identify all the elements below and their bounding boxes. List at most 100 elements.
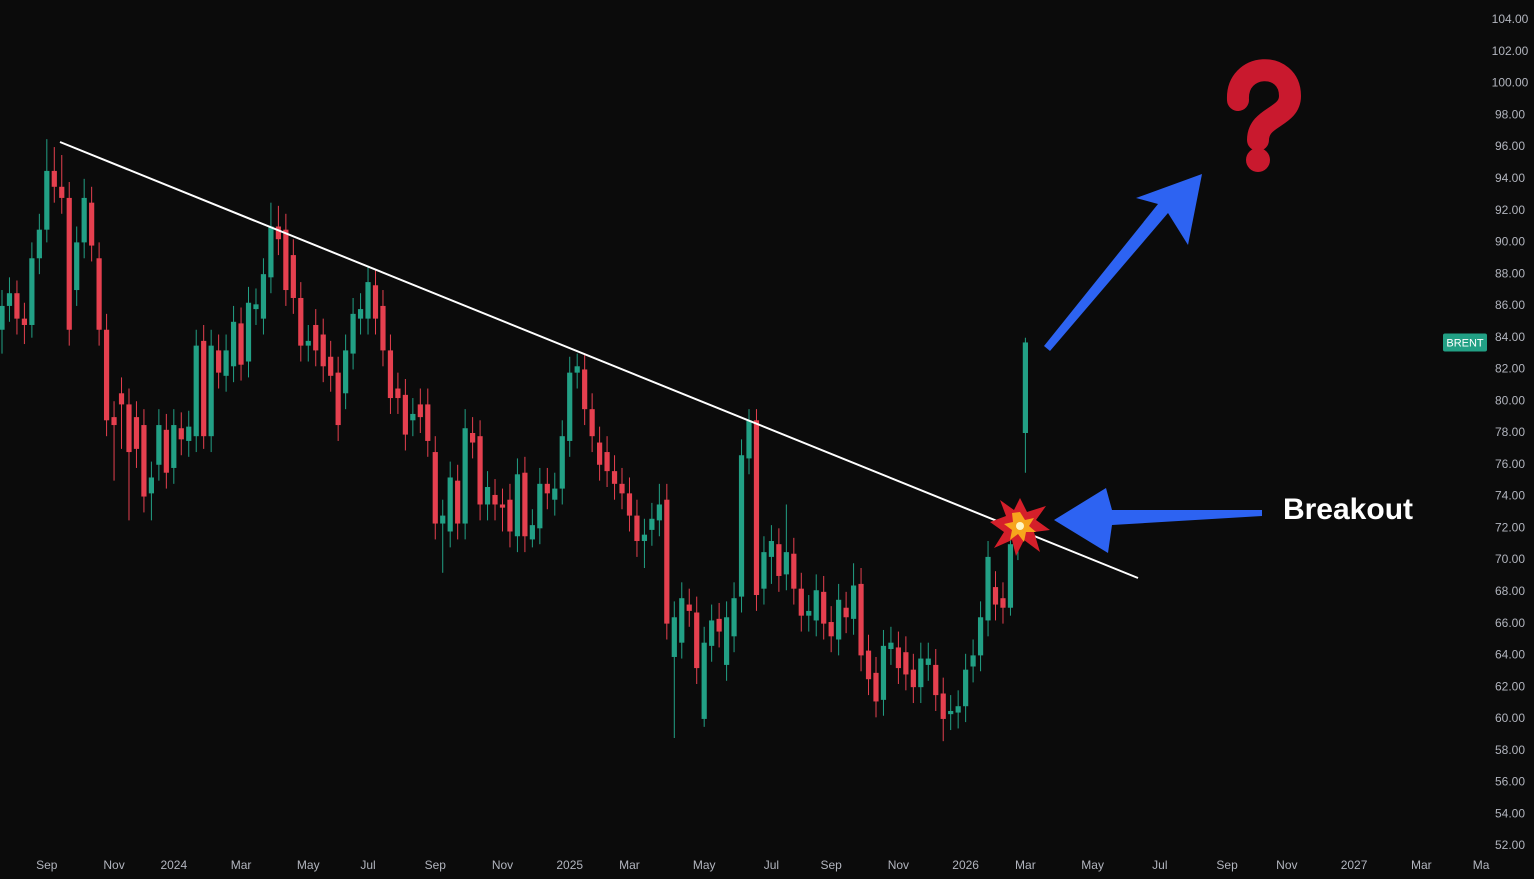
candle-body: [387, 350, 394, 399]
candle-body: [133, 417, 140, 449]
y-tick-label: 92.00: [1495, 203, 1525, 217]
price-label-box: [1443, 333, 1487, 352]
arrow-shape: [1044, 174, 1202, 351]
candle-body: [865, 650, 872, 680]
candle-body: [768, 541, 775, 557]
candle-body: [836, 599, 842, 640]
candle-body: [955, 706, 961, 713]
candle-body: [611, 471, 618, 484]
x-tick-label: May: [1081, 858, 1104, 872]
candle-body: [447, 477, 453, 532]
x-tick-label: Nov: [1276, 858, 1297, 872]
candle-body: [283, 229, 289, 291]
question-icon: [1227, 59, 1302, 172]
y-tick-label: 94.00: [1495, 171, 1525, 185]
x-tick-label: Jul: [764, 858, 779, 872]
candle-body: [977, 617, 984, 656]
y-tick-label: 60.00: [1495, 711, 1525, 725]
candle-body: [910, 669, 916, 688]
candle-body: [216, 350, 222, 373]
candle-body: [470, 433, 476, 443]
candle-body: [298, 297, 304, 346]
candle-body: [992, 587, 999, 605]
y-tick-label: 64.00: [1495, 648, 1525, 662]
candle-body: [963, 669, 969, 707]
y-tick-label: 72.00: [1495, 520, 1525, 534]
y-tick-label: 62.00: [1495, 679, 1525, 693]
x-tick-label: 2026: [952, 858, 979, 872]
candle-body: [238, 323, 244, 365]
candle-body: [432, 452, 438, 524]
candle-body: [903, 652, 909, 675]
candle-body: [0, 305, 5, 330]
y-tick-label: 76.00: [1495, 457, 1525, 471]
annotation: Breakout: [1283, 493, 1413, 526]
y-tick-label: 52.00: [1495, 838, 1525, 852]
candle-body: [597, 442, 603, 465]
candle-body: [664, 499, 670, 624]
x-tick-label: Ma: [1473, 858, 1490, 872]
candle-body: [499, 504, 506, 508]
x-tick-label: Nov: [888, 858, 909, 872]
candle-body: [828, 622, 834, 637]
y-tick-label: 68.00: [1495, 584, 1525, 598]
candle-body: [813, 590, 819, 621]
candle-body: [171, 425, 177, 468]
candle-body: [440, 515, 446, 524]
candle-body: [156, 425, 162, 465]
candle-body: [634, 515, 640, 542]
y-tick-label: 88.00: [1495, 266, 1525, 280]
candle-body: [940, 693, 946, 719]
candle-body: [1000, 598, 1006, 608]
candle-body: [111, 417, 117, 426]
candle-body: [350, 313, 356, 354]
candle-body: [357, 309, 364, 319]
candle-body: [873, 672, 879, 702]
candle-body: [746, 420, 752, 459]
left-arrow: [1054, 488, 1262, 553]
candle-body: [753, 420, 760, 596]
candle-body: [738, 455, 745, 597]
y-tick-label: 100.00: [1492, 76, 1529, 90]
candle-body: [372, 285, 379, 319]
candle-body: [81, 197, 87, 243]
y-tick-label: 90.00: [1495, 235, 1525, 249]
candle-body: [918, 658, 924, 688]
candle-body: [343, 350, 349, 394]
plot-area: [0, 139, 1028, 742]
candle-body: [230, 321, 237, 367]
candle-body: [328, 356, 334, 376]
candle-body: [514, 474, 521, 537]
y-tick-label: 66.00: [1495, 616, 1525, 630]
candle-body: [701, 642, 707, 719]
candle-body: [798, 588, 804, 616]
y-tick-label: 78.00: [1495, 425, 1525, 439]
x-tick-label: Sep: [1216, 858, 1238, 872]
candle-body: [51, 170, 57, 187]
candle-body: [649, 518, 655, 530]
candle-body: [537, 483, 543, 529]
candle-body: [14, 293, 20, 319]
candle-body: [671, 617, 677, 657]
candle-body: [395, 388, 401, 399]
candle-body: [6, 293, 13, 306]
x-tick-label: 2025: [556, 858, 583, 872]
candle-body: [1007, 544, 1014, 608]
candle-body: [290, 255, 296, 298]
x-tick-label: Jul: [360, 858, 375, 872]
candle-body: [305, 340, 311, 346]
candle-body: [507, 499, 513, 532]
candle-body: [21, 318, 28, 325]
candle-body: [709, 620, 715, 646]
candle-body: [365, 282, 371, 319]
x-tick-label: Mar: [1015, 858, 1036, 872]
y-tick-label: 96.00: [1495, 139, 1525, 153]
candle-body: [163, 429, 169, 473]
y-tick-label: 82.00: [1495, 362, 1525, 376]
candle-body: [380, 305, 386, 351]
candle-body: [417, 404, 423, 418]
explosion-icon: [990, 498, 1050, 556]
